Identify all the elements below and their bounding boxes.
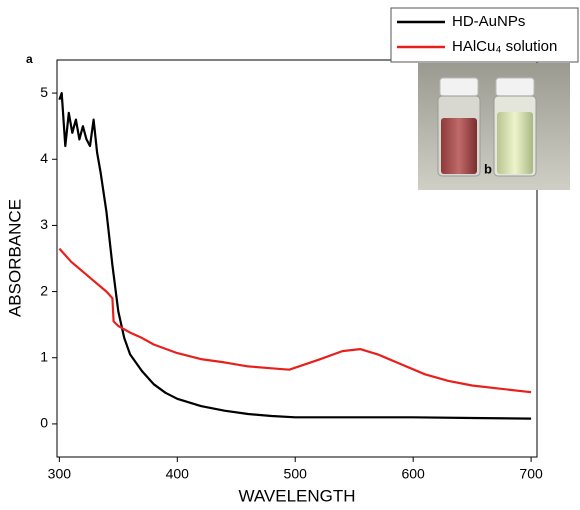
- x-tick-label: 300: [48, 466, 72, 482]
- legend-label: HAlCu₄ solution: [452, 38, 557, 55]
- series-line: [58, 247, 532, 394]
- y-tick-label: 4: [40, 150, 48, 166]
- y-tick-label: 5: [40, 84, 48, 100]
- legend-label: HD-AuNPs: [452, 13, 525, 30]
- panel-label: a: [26, 52, 33, 66]
- inset-label: b: [484, 161, 492, 176]
- y-tick-label: 3: [40, 216, 48, 232]
- y-axis-title: ABSORBANCE: [5, 199, 24, 317]
- series-line: [58, 91, 532, 420]
- x-tick-label: 700: [519, 466, 543, 482]
- plot-frame: [56, 59, 538, 458]
- y-tick-label: 0: [40, 415, 48, 431]
- y-tick-label: 1: [40, 348, 48, 364]
- x-tick-label: 500: [284, 466, 308, 482]
- x-tick-label: 400: [166, 466, 190, 482]
- x-tick-label: 600: [401, 466, 425, 482]
- inset-photo: [418, 63, 570, 190]
- x-axis-title: WAVELENGTH: [238, 486, 355, 505]
- y-tick-label: 2: [40, 282, 48, 298]
- legend-box: [390, 7, 579, 63]
